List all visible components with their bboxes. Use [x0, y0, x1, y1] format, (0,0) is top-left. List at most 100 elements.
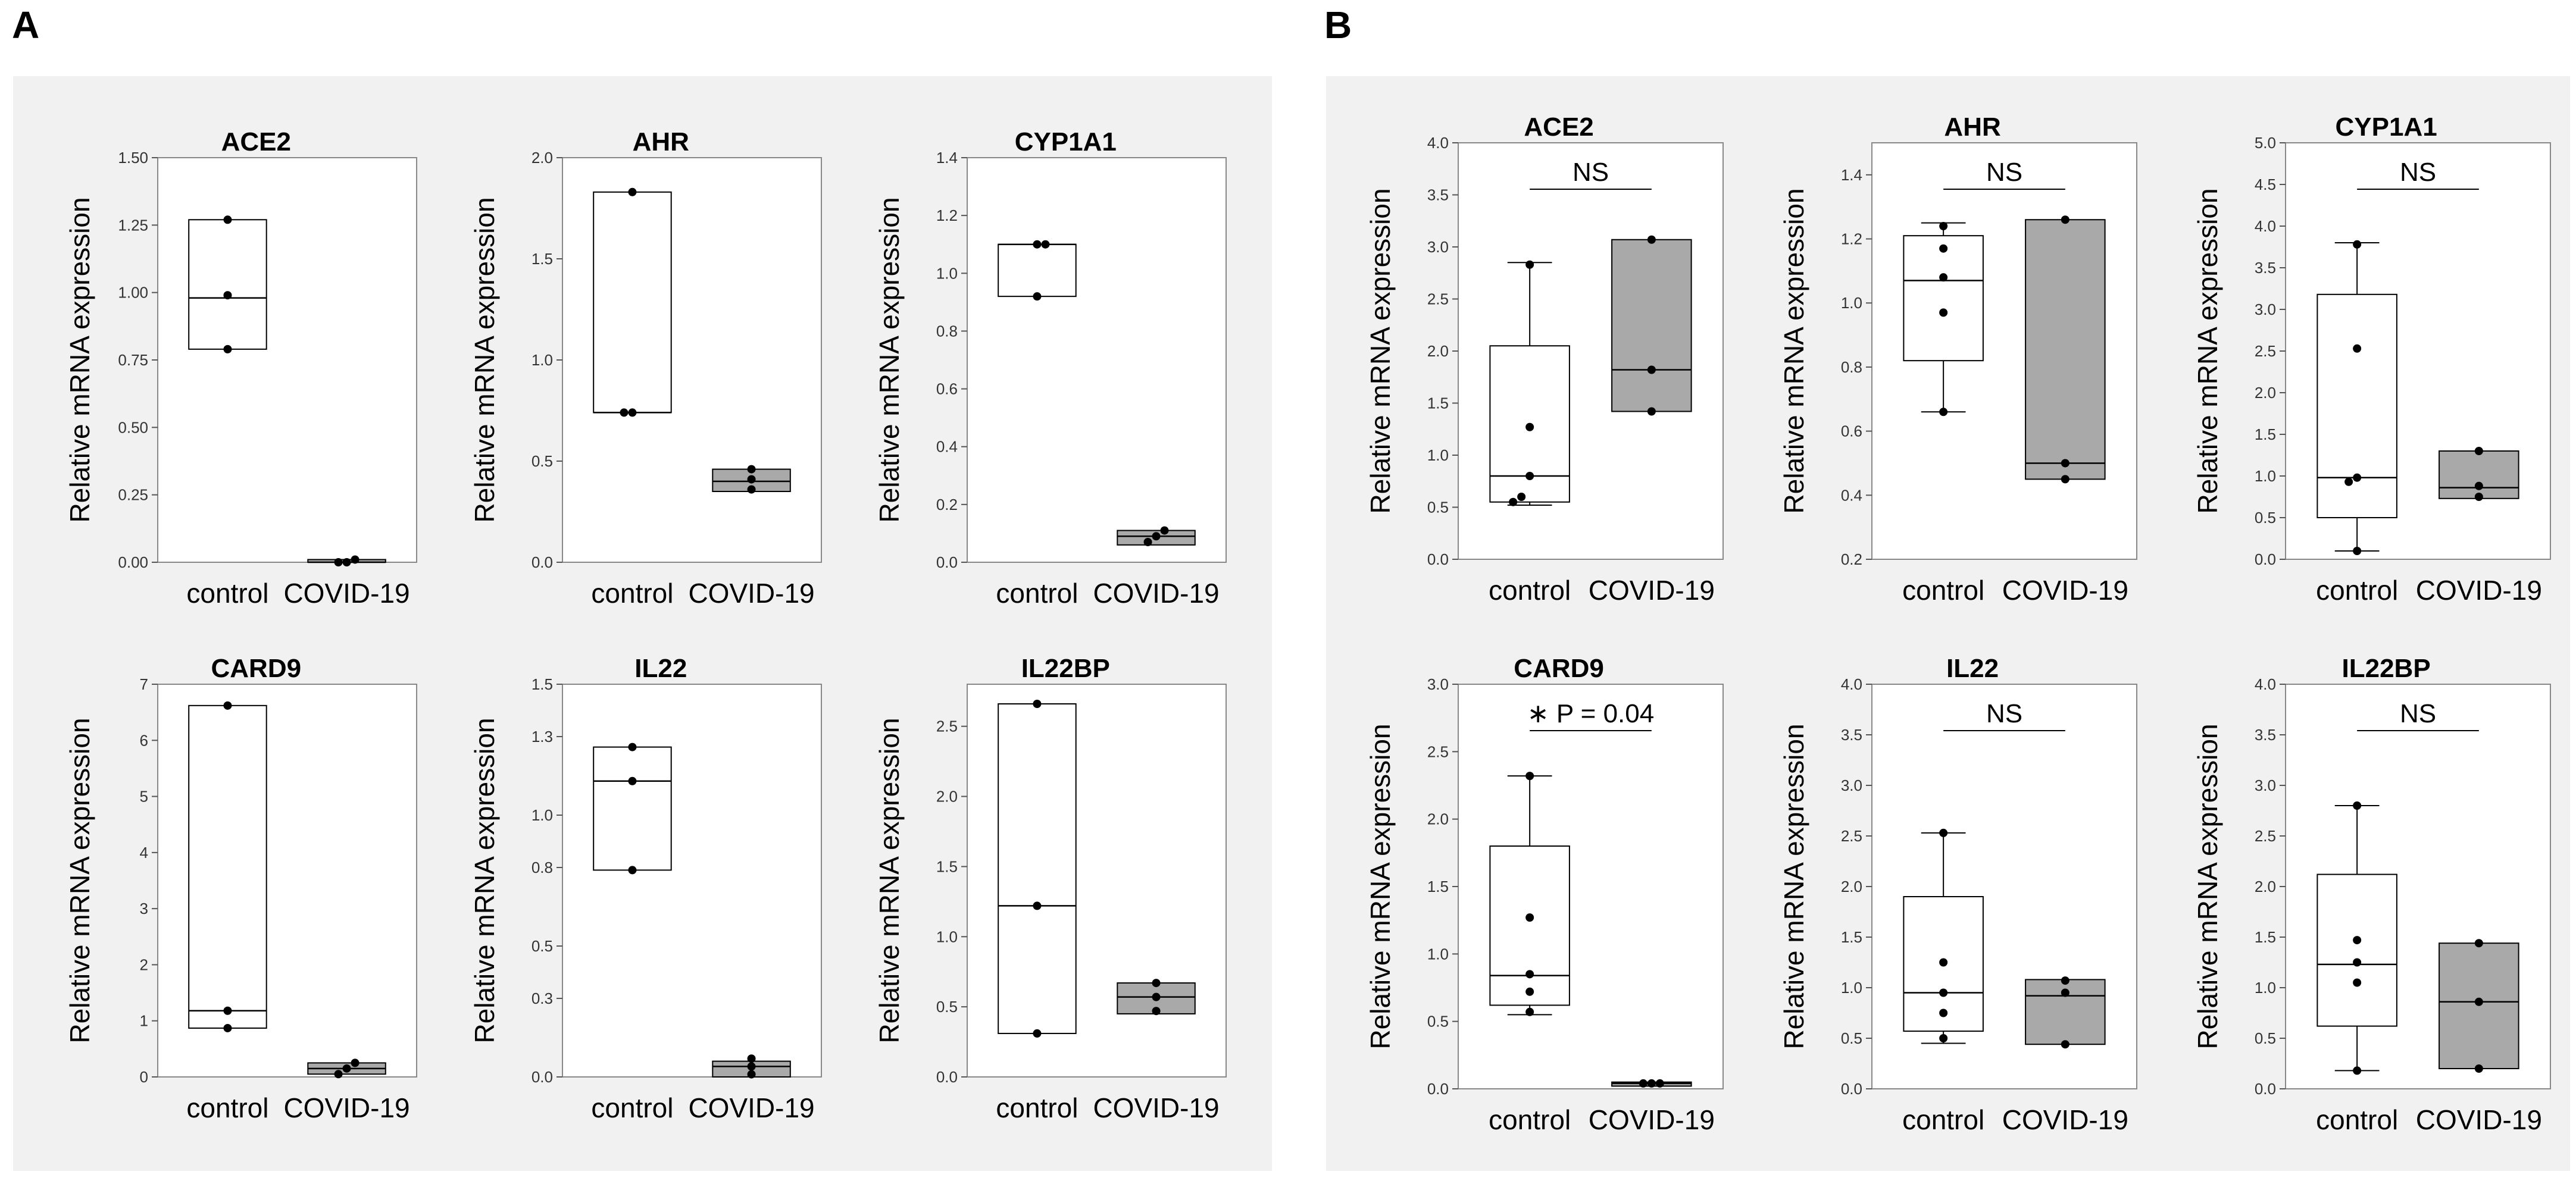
control-data-point	[628, 866, 637, 875]
y-tick-label: 7	[140, 675, 148, 693]
control-data-point	[1525, 422, 1534, 431]
y-tick-label: 6	[140, 731, 148, 749]
control-data-point	[2353, 344, 2362, 353]
y-tick-label: 5.0	[2255, 134, 2276, 152]
control-data-point	[2353, 801, 2362, 810]
y-tick-label: 0.5	[2255, 509, 2276, 527]
control-box	[998, 243, 1077, 297]
control-data-point	[223, 1023, 232, 1032]
y-tick-label: 0.00	[118, 553, 148, 571]
control-data-point	[1525, 987, 1534, 996]
covid-data-point	[334, 1070, 343, 1079]
y-tick-label: 3.5	[1841, 726, 1862, 744]
covid-data-point	[1647, 407, 1656, 416]
control-data-point	[1041, 240, 1050, 249]
y-tick-label: 2.5	[2255, 342, 2276, 360]
covid-data-point	[2474, 997, 2483, 1006]
covid-x-label: COVID-19	[2002, 575, 2128, 606]
y-axis-label: Relative mRNA expression	[1365, 188, 1396, 513]
covid-data-point	[2474, 939, 2483, 948]
y-tick-label: 0.8	[936, 322, 958, 340]
covid-data-point	[2061, 976, 2069, 985]
covid-data-point	[747, 1062, 756, 1071]
y-tick-label: 2.0	[1427, 342, 1449, 360]
y-tick-label: 1.5	[2255, 425, 2276, 443]
covid-data-point	[351, 1058, 359, 1067]
plot-frame	[562, 684, 822, 1078]
y-tick-label: 1.2	[936, 206, 958, 224]
covid-x-label: COVID-19	[283, 1092, 409, 1123]
control-x-label: control	[996, 578, 1078, 609]
covid-data-point	[747, 485, 756, 494]
control-data-point	[1939, 408, 1948, 416]
covid-x-label: COVID-19	[688, 1092, 814, 1123]
covid-box	[1611, 239, 1692, 412]
control-data-point	[223, 291, 232, 300]
y-tick-label: 0.0	[936, 553, 958, 571]
y-tick-label: 3.0	[1427, 675, 1449, 693]
chart-b-ace2: ACE2 0.0 0.5 1.0 1.5 2.0 2.5 3.0 3.5 4.0 Relative …	[1365, 112, 1724, 606]
covid-data-point	[1152, 532, 1161, 541]
covid-data-point	[1152, 992, 1161, 1001]
y-tick-label: 4.5	[2255, 176, 2276, 193]
y-tick-label: 1.5	[1427, 394, 1449, 412]
covid-data-point	[342, 1064, 351, 1073]
covid-data-point	[2061, 988, 2069, 997]
control-data-point	[2353, 240, 2362, 249]
control-data-point	[1525, 913, 1534, 922]
control-data-point	[1525, 472, 1534, 480]
y-tick-label: 0.5	[1427, 1013, 1449, 1031]
plot-frame	[967, 157, 1227, 563]
y-tick-label: 1.0	[2255, 467, 2276, 485]
control-data-point	[1525, 1007, 1534, 1016]
control-data-point	[1939, 1034, 1948, 1042]
y-axis-label: Relative mRNA expression	[469, 197, 500, 522]
y-tick-label: 0.5	[1427, 499, 1449, 516]
control-x-label: control	[1489, 575, 1571, 606]
y-tick-label: 1.5	[936, 857, 958, 875]
control-data-point	[1939, 958, 1948, 967]
y-tick-label: 0.4	[1841, 486, 1862, 504]
control-data-point	[628, 408, 637, 417]
chart-title: CYP1A1	[1015, 127, 1117, 156]
y-tick-label: 0.8	[532, 859, 553, 876]
covid-x-label: COVID-19	[1589, 1104, 1715, 1135]
covid-x-label: COVID-19	[1589, 575, 1715, 606]
covid-data-point	[2474, 493, 2483, 501]
covid-data-point	[334, 558, 343, 566]
y-tick-label: 0.0	[532, 553, 553, 571]
control-data-point	[1939, 828, 1948, 837]
y-tick-label: 4	[140, 844, 148, 862]
control-data-point	[223, 701, 232, 710]
control-x-label: control	[186, 578, 268, 609]
y-tick-label: 0.0	[1841, 1080, 1862, 1098]
covid-x-label: COVID-19	[283, 578, 409, 609]
y-tick-label: 2.0	[532, 149, 553, 167]
y-axis-label: Relative mRNA expression	[64, 718, 95, 1043]
y-axis-label: Relative mRNA expression	[469, 718, 500, 1043]
covid-data-point	[1639, 1079, 1647, 1088]
chart-title: AHR	[1944, 112, 2000, 142]
control-data-point	[1525, 970, 1534, 979]
y-axis-label: Relative mRNA expression	[2192, 188, 2223, 513]
covid-data-point	[747, 465, 756, 474]
y-axis-label: Relative mRNA expression	[1778, 724, 1809, 1049]
covid-data-point	[1152, 979, 1161, 988]
control-data-point	[1939, 273, 1948, 282]
y-tick-label: 1.5	[1427, 878, 1449, 895]
y-tick-label: 0.0	[2255, 550, 2276, 568]
chart-a-cyp1a1: CYP1A1 0.0 0.2 0.4 0.6 0.8 1.0 1.2 1.4 Relative m…	[874, 127, 1227, 609]
y-tick-label: 1.0	[1427, 945, 1449, 963]
y-tick-label: 0.25	[118, 486, 148, 504]
y-tick-label: 0.0	[1427, 1080, 1449, 1098]
covid-data-point	[1160, 526, 1169, 535]
control-data-point	[2353, 547, 2362, 555]
y-tick-label: 1.5	[2255, 928, 2276, 946]
control-data-point	[1939, 988, 1948, 997]
control-data-point	[2353, 958, 2362, 967]
chart-title: IL22BP	[1021, 654, 1110, 683]
control-data-point	[628, 187, 637, 196]
y-tick-label: 1.25	[118, 216, 148, 234]
control-data-point	[1033, 1029, 1042, 1038]
y-tick-label: 0.5	[532, 452, 553, 470]
